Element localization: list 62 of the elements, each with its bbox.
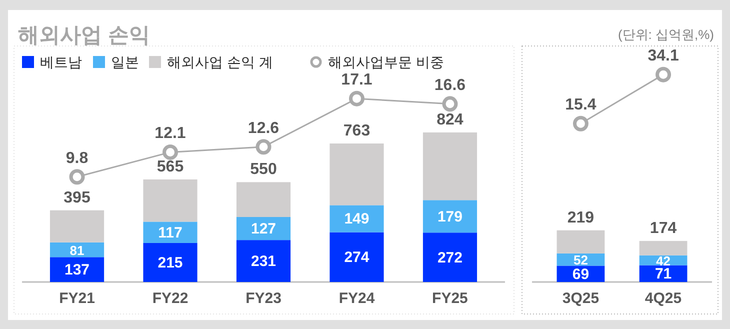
point <box>69 169 85 185</box>
total-label: 763 <box>343 122 370 140</box>
legend-label: 해외사업 손익 계 <box>167 54 273 70</box>
bar <box>143 242 198 282</box>
data-label: 69 <box>572 266 590 283</box>
x-tick-label: 3Q25 <box>562 290 600 307</box>
x-tick-label: FY25 <box>432 290 468 307</box>
data-label: 71 <box>654 266 672 283</box>
data-label: 81 <box>70 242 84 258</box>
data-label: 215 <box>158 254 183 272</box>
bar <box>330 143 384 206</box>
bar <box>236 182 291 218</box>
bar <box>422 132 478 200</box>
data-label: 272 <box>437 249 462 266</box>
x-tick-label: FY22 <box>152 290 188 307</box>
data-label: 127 <box>250 220 276 238</box>
x-tick-label: FY21 <box>59 290 95 307</box>
x-tick-label: FY23 <box>246 290 282 307</box>
point <box>442 96 458 112</box>
x-tick-label: 4Q25 <box>644 290 682 307</box>
bar <box>236 240 291 282</box>
data-label: 34.1 <box>648 48 679 65</box>
total-label: 550 <box>250 161 277 178</box>
data-label: 117 <box>158 224 182 242</box>
x-tick-label: FY24 <box>338 290 376 307</box>
point <box>162 144 178 160</box>
data-label: 149 <box>344 210 370 228</box>
bar <box>556 230 605 254</box>
data-label: 9.8 <box>66 150 88 167</box>
total-label: 565 <box>156 158 184 176</box>
bar <box>143 222 198 243</box>
data-label: 179 <box>437 208 462 226</box>
bar <box>143 179 198 222</box>
bar <box>639 265 688 282</box>
bar <box>330 205 384 232</box>
point <box>348 90 364 106</box>
total-label: 395 <box>64 189 90 206</box>
data-label: 52 <box>573 252 588 268</box>
data-label: 15.4 <box>565 96 596 114</box>
point <box>256 139 272 155</box>
total-label: 174 <box>650 220 677 237</box>
bar <box>330 232 384 282</box>
data-label: 12.6 <box>248 120 280 137</box>
chart-title: 해외사업 손익 <box>18 24 150 47</box>
data-label: 12.1 <box>154 125 186 142</box>
text: (단위: 십억원,%) <box>618 27 714 42</box>
total-label: 219 <box>567 209 594 226</box>
bar <box>50 257 104 282</box>
bar <box>639 240 688 256</box>
data-label: 231 <box>250 253 276 270</box>
legend-label: 베트남 <box>40 54 82 70</box>
bar <box>422 232 478 282</box>
legend-label: 일본 <box>111 54 139 70</box>
data-label: 17.1 <box>341 72 372 89</box>
legend-label: 해외사업부문 비중 <box>328 54 444 70</box>
total-label: 824 <box>436 111 464 128</box>
data-label: 42 <box>656 253 671 268</box>
bar <box>50 210 104 242</box>
data-label: 16.6 <box>434 76 466 94</box>
bar <box>422 200 478 233</box>
data-label: 137 <box>64 262 90 279</box>
data-label: 274 <box>344 249 370 266</box>
